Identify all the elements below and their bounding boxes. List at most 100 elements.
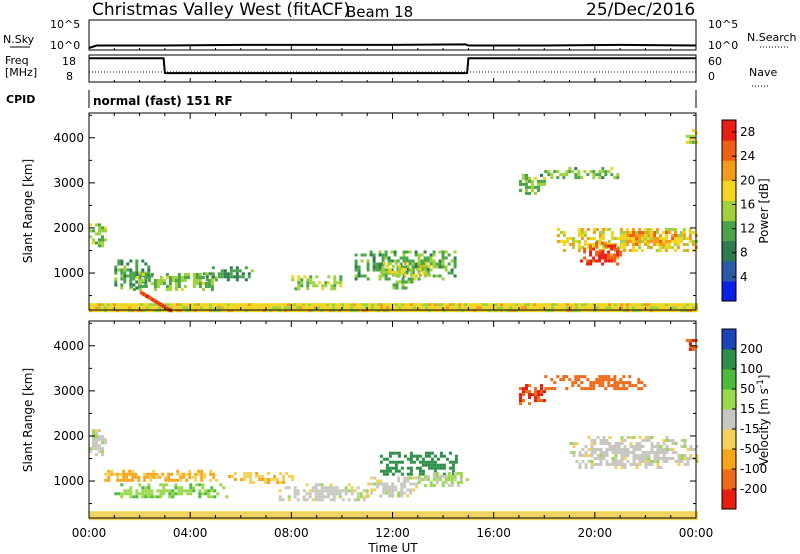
data-cell xyxy=(138,492,142,496)
data-cell xyxy=(622,384,626,388)
data-cell xyxy=(518,303,521,307)
data-cell xyxy=(601,176,605,180)
data-cell xyxy=(320,303,323,307)
data-cell xyxy=(122,469,126,473)
data-cell xyxy=(551,517,554,521)
colorbar-swatch xyxy=(722,389,736,410)
data-cell xyxy=(668,448,672,451)
data-cell xyxy=(610,256,614,260)
data-cell xyxy=(168,279,172,282)
data-cell xyxy=(356,498,360,502)
colorbar-swatch xyxy=(722,140,736,161)
data-cell xyxy=(198,492,202,496)
data-cell xyxy=(441,250,445,254)
data-cell xyxy=(456,484,460,487)
data-cell xyxy=(107,511,110,515)
data-cell xyxy=(143,475,147,479)
data-cell xyxy=(650,448,654,451)
colorbar-tick-label: -200 xyxy=(740,482,767,496)
data-cell xyxy=(458,517,461,521)
data-cell xyxy=(92,447,95,451)
data-cell xyxy=(284,514,287,518)
data-cell xyxy=(485,303,488,307)
data-cell xyxy=(592,259,596,263)
data-cell xyxy=(119,511,122,515)
data-cell xyxy=(170,511,173,515)
data-cell xyxy=(522,387,525,391)
data-cell xyxy=(141,489,145,493)
data-cell xyxy=(116,472,120,476)
data-cell xyxy=(347,309,350,313)
data-cell xyxy=(677,460,681,463)
data-cell xyxy=(242,517,245,521)
y-tick-label: 3000 xyxy=(53,384,84,398)
data-cell xyxy=(233,517,236,521)
data-cell xyxy=(245,309,248,313)
data-cell xyxy=(596,454,600,457)
data-cell xyxy=(314,483,318,487)
data-cell xyxy=(369,253,373,257)
data-cell xyxy=(571,243,575,246)
data-cell xyxy=(613,378,617,382)
data-cell xyxy=(235,275,239,279)
data-cell xyxy=(238,269,242,273)
data-cell xyxy=(365,306,368,310)
data-cell xyxy=(332,498,336,502)
data-cell xyxy=(623,514,626,518)
freq-strip: Freq [MHz] 18 8 60 0 Nave xyxy=(5,54,777,87)
data-cell xyxy=(629,451,633,454)
data-cell xyxy=(572,442,576,445)
data-cell xyxy=(539,511,542,515)
data-cell xyxy=(314,309,317,313)
data-cell xyxy=(162,486,166,490)
data-cell xyxy=(401,514,404,518)
data-cell xyxy=(656,240,660,243)
data-cell xyxy=(101,241,104,245)
data-cell xyxy=(620,466,624,469)
data-cell xyxy=(314,511,317,515)
data-cell xyxy=(377,306,380,310)
data-cell xyxy=(441,277,445,281)
data-cell xyxy=(617,517,620,521)
data-cell xyxy=(144,262,148,266)
data-cell xyxy=(449,306,452,310)
data-cell xyxy=(688,342,692,345)
data-cell xyxy=(622,387,626,391)
data-cell xyxy=(392,511,395,515)
data-cell xyxy=(589,384,593,388)
data-cell xyxy=(170,478,174,482)
data-cell xyxy=(605,454,609,457)
data-cell xyxy=(401,309,404,313)
data-cell xyxy=(104,238,107,242)
data-cell xyxy=(392,309,395,313)
data-cell xyxy=(281,498,285,502)
data-cell xyxy=(386,514,389,518)
data-cell xyxy=(126,492,130,496)
data-cell xyxy=(617,463,621,466)
data-cell xyxy=(613,387,617,391)
data-cell xyxy=(226,275,230,279)
data-cell xyxy=(604,253,608,257)
data-cell xyxy=(644,454,648,457)
data-cell xyxy=(423,268,427,272)
data-cell xyxy=(664,228,668,231)
data-cell xyxy=(332,492,336,496)
data-cell xyxy=(392,283,396,287)
data-cell xyxy=(400,491,404,495)
data-cell xyxy=(451,472,455,476)
data-cell xyxy=(131,303,134,307)
data-cell xyxy=(144,280,148,284)
data-cell xyxy=(198,276,202,279)
data-cell xyxy=(412,454,416,458)
data-cell xyxy=(377,517,380,521)
data-cell xyxy=(563,306,566,310)
data-cell xyxy=(419,306,422,310)
data-cell xyxy=(327,281,331,285)
data-cell xyxy=(604,378,608,382)
data-cell xyxy=(682,237,686,240)
data-cell xyxy=(593,451,597,454)
data-cell xyxy=(632,436,636,439)
data-cell xyxy=(608,303,611,307)
data-cell xyxy=(365,492,369,496)
data-cell xyxy=(607,228,611,231)
